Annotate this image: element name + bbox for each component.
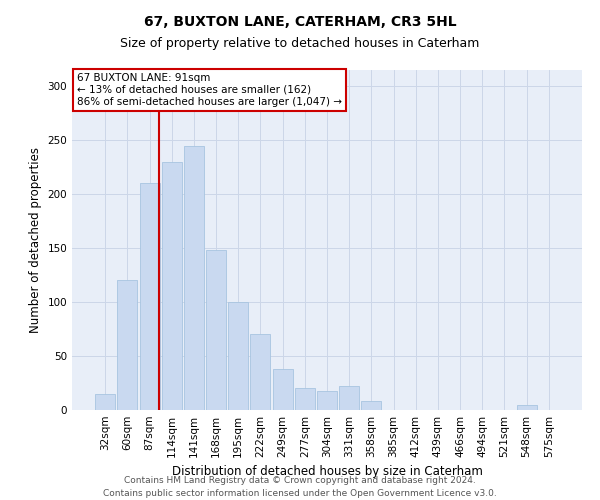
Text: Contains HM Land Registry data © Crown copyright and database right 2024.: Contains HM Land Registry data © Crown c…: [124, 476, 476, 485]
Bar: [339, 386, 359, 410]
Bar: [118, 280, 137, 410]
Bar: [162, 162, 182, 410]
Bar: [295, 388, 315, 410]
Bar: [361, 402, 382, 410]
Bar: [317, 390, 337, 410]
X-axis label: Distribution of detached houses by size in Caterham: Distribution of detached houses by size …: [172, 466, 482, 478]
Bar: [517, 404, 536, 410]
Bar: [140, 184, 160, 410]
Text: 67, BUXTON LANE, CATERHAM, CR3 5HL: 67, BUXTON LANE, CATERHAM, CR3 5HL: [143, 15, 457, 29]
Bar: [228, 302, 248, 410]
Bar: [206, 250, 226, 410]
Bar: [95, 394, 115, 410]
Bar: [250, 334, 271, 410]
Text: 67 BUXTON LANE: 91sqm
← 13% of detached houses are smaller (162)
86% of semi-det: 67 BUXTON LANE: 91sqm ← 13% of detached …: [77, 74, 342, 106]
Y-axis label: Number of detached properties: Number of detached properties: [29, 147, 42, 333]
Text: Contains public sector information licensed under the Open Government Licence v3: Contains public sector information licen…: [103, 488, 497, 498]
Bar: [272, 369, 293, 410]
Text: Size of property relative to detached houses in Caterham: Size of property relative to detached ho…: [121, 38, 479, 51]
Bar: [184, 146, 204, 410]
